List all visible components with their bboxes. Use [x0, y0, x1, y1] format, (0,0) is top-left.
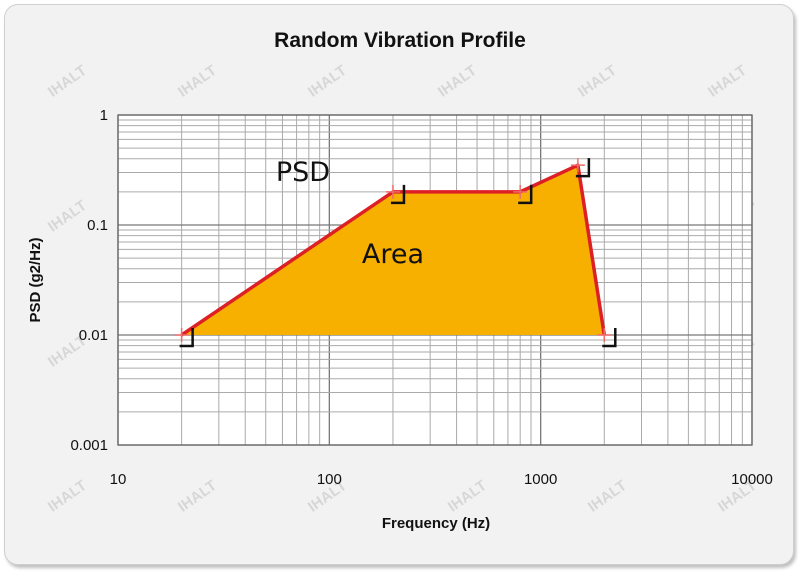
y-tick-label: 0.01: [79, 327, 108, 344]
x-axis-label: Frequency (Hz): [382, 515, 490, 532]
watermark-text: IHALT: [175, 62, 220, 101]
watermark-text: IHALT: [575, 62, 620, 101]
annotation-area: Area: [362, 239, 424, 270]
y-tick-label: 1: [100, 107, 108, 124]
y-axis-label: PSD (g2/Hz): [27, 237, 44, 322]
grid: [117, 114, 753, 446]
annotation-psd: PSD: [276, 157, 330, 188]
breakpoint-marker: [174, 328, 194, 348]
plot-border: [117, 114, 753, 446]
watermark-text: IHALT: [45, 477, 90, 516]
chart-title: Random Vibration Profile: [274, 29, 526, 52]
watermark-text: IHALT: [305, 62, 350, 101]
plot-area: PSD Area: [174, 157, 617, 348]
breakpoint-marker: [513, 184, 533, 205]
watermark-text: IHALT: [445, 477, 490, 516]
breakpoint-marker: [570, 158, 591, 178]
watermark-text: IHALT: [585, 477, 630, 516]
psd-area-fill: [181, 165, 605, 335]
x-tick-label: 10000: [731, 471, 773, 488]
y-tick-label: 0.1: [87, 217, 108, 234]
x-tick-label: 1000: [524, 471, 557, 488]
watermark-text: IHALT: [45, 62, 90, 101]
watermark-text: IHALT: [435, 62, 480, 101]
x-tick-label: 10: [110, 471, 127, 488]
y-tick-label: 0.001: [70, 437, 108, 454]
breakpoint-marker: [385, 184, 406, 205]
watermark-text: IHALT: [175, 477, 220, 516]
breakpoint-marker: [597, 328, 617, 348]
x-tick-label: 100: [317, 471, 342, 488]
tick-labels: 10 100 1000 10000 0.001 0.01 0.1 1: [70, 107, 772, 488]
watermark-text: IHALT: [705, 62, 750, 101]
watermark-text: IHALT: [45, 197, 90, 236]
